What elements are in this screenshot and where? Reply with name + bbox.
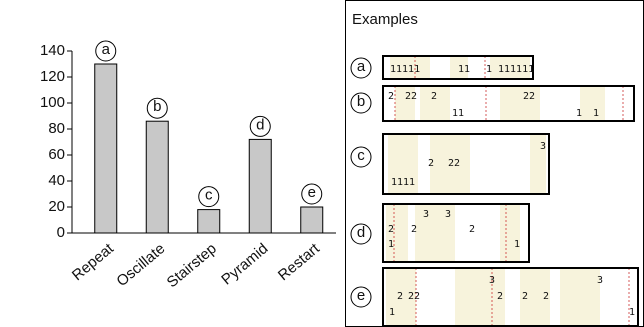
example-token: 22 (408, 291, 420, 302)
bar (248, 138, 272, 234)
x-tick-label: Restart (275, 240, 324, 285)
example-token: 1 (388, 239, 394, 250)
x-tick-label: Stairstep (164, 240, 220, 291)
example-box (382, 133, 550, 195)
example-token: 11111 (390, 64, 420, 75)
example-token: 1111 (391, 177, 415, 188)
example-token: 3 (423, 209, 429, 220)
example-token: 22 (523, 91, 535, 102)
y-tick-label: 80 (48, 120, 65, 137)
example-token: 2 (469, 224, 475, 235)
annotation-circle (198, 186, 220, 208)
highlight-stripe (450, 56, 468, 79)
y-tick-label: 20 (48, 198, 65, 215)
example-token: 1 (514, 239, 520, 250)
example-token: 2 (522, 291, 528, 302)
example-token: 2 (411, 224, 417, 235)
annotation-circle (301, 183, 323, 205)
bar (197, 209, 221, 234)
example-token: 1 (593, 108, 599, 119)
example-circle (350, 223, 372, 245)
example-circle (350, 286, 372, 308)
y-tick-label: 0 (57, 224, 65, 241)
highlight-stripe (430, 134, 470, 194)
highlight-stripe (388, 134, 418, 194)
example-circle (350, 57, 372, 79)
highlight-stripe (390, 56, 430, 79)
annotation-label: d (256, 116, 264, 133)
bar (145, 120, 169, 234)
example-token: 22 (448, 158, 460, 169)
highlight-stripe (580, 86, 605, 121)
annotation-circle (249, 115, 271, 137)
example-token: 1 (576, 108, 582, 119)
example-token: 3 (489, 275, 495, 286)
highlight-stripe (490, 56, 530, 79)
y-tick-label: 120 (40, 68, 65, 85)
example-token: 1 (629, 307, 635, 318)
highlight-stripe (560, 268, 600, 326)
highlight-stripe (530, 134, 546, 194)
annotation-label: b (153, 98, 161, 115)
example-token: 1 (389, 307, 395, 318)
bar (94, 63, 118, 234)
example-token: 2 (428, 158, 434, 169)
x-tick-label: Repeat (69, 240, 118, 285)
highlight-stripe (520, 268, 550, 326)
highlight-stripe (500, 86, 540, 121)
example-box (382, 85, 635, 122)
bar (300, 206, 324, 234)
example-token: 2 (388, 224, 394, 235)
x-tick-label: Oscillate (113, 240, 168, 290)
y-tick-label: 60 (48, 146, 65, 163)
example-token: 2 (497, 291, 503, 302)
example-token: 3 (540, 141, 546, 152)
example-token: 2 (388, 91, 394, 102)
highlight-stripe (500, 204, 520, 262)
annotation-label: c (205, 187, 213, 204)
y-tick-label: 40 (48, 172, 65, 189)
highlight-stripe (420, 86, 450, 121)
annotation-circle (146, 97, 168, 119)
example-token: 11 (458, 64, 470, 75)
example-token: 2 (431, 91, 437, 102)
example-token: 22 (405, 91, 417, 102)
example-label: a (357, 58, 366, 75)
x-tick-label: Pyramid (218, 240, 271, 288)
example-token: 11 (452, 108, 464, 119)
highlight-stripe (415, 204, 455, 262)
highlight-stripe (455, 268, 505, 326)
y-tick-label: 140 (40, 42, 65, 59)
example-token: 3 (445, 209, 451, 220)
example-box (382, 267, 639, 327)
highlight-stripe (395, 86, 415, 121)
example-box (382, 203, 530, 263)
example-circle (350, 146, 372, 168)
example-label: c (357, 147, 365, 164)
examples-title: Examples (352, 11, 418, 28)
y-tick-label: 100 (40, 94, 65, 111)
example-label: e (357, 287, 365, 304)
example-token: 1 (486, 64, 492, 75)
example-label: d (357, 224, 365, 241)
annotation-label: e (308, 184, 316, 201)
highlight-stripe (386, 204, 408, 262)
example-token: 3 (597, 275, 603, 286)
example-box (382, 55, 534, 80)
annotation-label: a (102, 41, 111, 58)
example-token: 111111 (498, 64, 534, 75)
example-circle (350, 92, 372, 114)
example-label: b (357, 93, 365, 110)
annotation-circle (95, 40, 117, 62)
highlight-stripe (386, 268, 416, 326)
example-token: 2 (397, 291, 403, 302)
example-token: 2 (543, 291, 549, 302)
